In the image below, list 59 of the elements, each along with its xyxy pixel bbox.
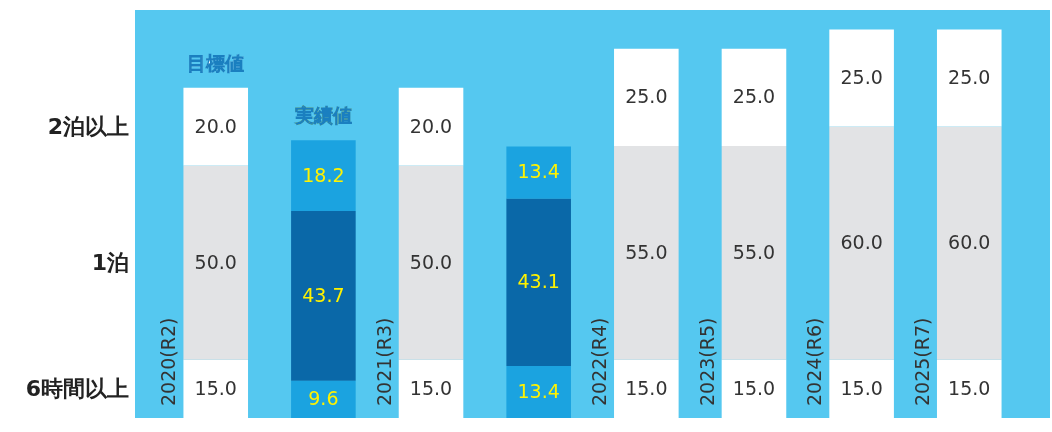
- bar: [398, 165, 464, 360]
- bar: [506, 198, 571, 366]
- text: 2泊以上: [47, 113, 129, 139]
- bar: [936, 29, 1002, 127]
- data-label: 18.2: [302, 163, 345, 186]
- data-label: 20.0: [194, 114, 237, 137]
- annotation: 目標値: [187, 51, 245, 74]
- text: 6時間以上: [25, 375, 129, 401]
- data-label: 50.0: [194, 250, 237, 273]
- data-label: 43.7: [302, 283, 345, 306]
- data-label: 55.0: [732, 240, 776, 263]
- bar: [721, 146, 787, 360]
- data-label: 43.1: [517, 270, 560, 293]
- bar: [721, 359, 787, 418]
- bar: [506, 146, 571, 199]
- bar: [398, 87, 464, 166]
- data-label: 13.4: [517, 160, 560, 183]
- bar: [721, 48, 787, 146]
- data-label: 25.0: [948, 66, 991, 88]
- bar: [829, 126, 894, 360]
- bar: [183, 359, 249, 418]
- data-label: 20.0: [409, 114, 453, 137]
- bar: [506, 365, 571, 418]
- bar: [614, 48, 679, 146]
- x-tick-label: 2022(R4): [588, 317, 611, 406]
- data-label: 9.6: [308, 387, 339, 410]
- x-tick-label: 2024(R6): [803, 317, 826, 406]
- data-label: 15.0: [409, 376, 453, 399]
- data-label: 60.0: [840, 231, 883, 254]
- data-label: 25.0: [732, 85, 776, 108]
- data-label: 15.0: [948, 376, 991, 399]
- bar: [291, 140, 356, 211]
- x-tick-label: 2023(R5): [695, 317, 718, 406]
- bar: [936, 126, 1002, 360]
- bar: [183, 165, 249, 360]
- data-label: 50.0: [409, 250, 453, 273]
- data-label: 55.0: [625, 240, 668, 263]
- data-label: 15.0: [194, 376, 237, 399]
- bar: [829, 359, 894, 418]
- bar: [183, 87, 249, 166]
- bar: [614, 146, 679, 360]
- data-label: 15.0: [732, 376, 776, 399]
- annotation: 実績値: [293, 104, 352, 127]
- data-label: 60.0: [948, 231, 991, 254]
- bar: [398, 359, 464, 418]
- bar: [614, 359, 679, 418]
- text: 1泊: [91, 249, 129, 275]
- data-label: 13.4: [517, 379, 560, 402]
- bar: [291, 380, 356, 418]
- x-tick-label: 2021(R3): [372, 317, 395, 406]
- data-label: 15.0: [840, 376, 883, 399]
- x-tick-label: 2020(R2): [157, 317, 180, 406]
- data-label: 25.0: [840, 66, 883, 88]
- data-label: 15.0: [625, 376, 668, 399]
- data-label: 25.0: [625, 85, 668, 108]
- bar: [291, 210, 356, 381]
- x-tick-label: 2025(R7): [910, 317, 933, 406]
- bar: [936, 359, 1002, 418]
- bar: [829, 29, 894, 127]
